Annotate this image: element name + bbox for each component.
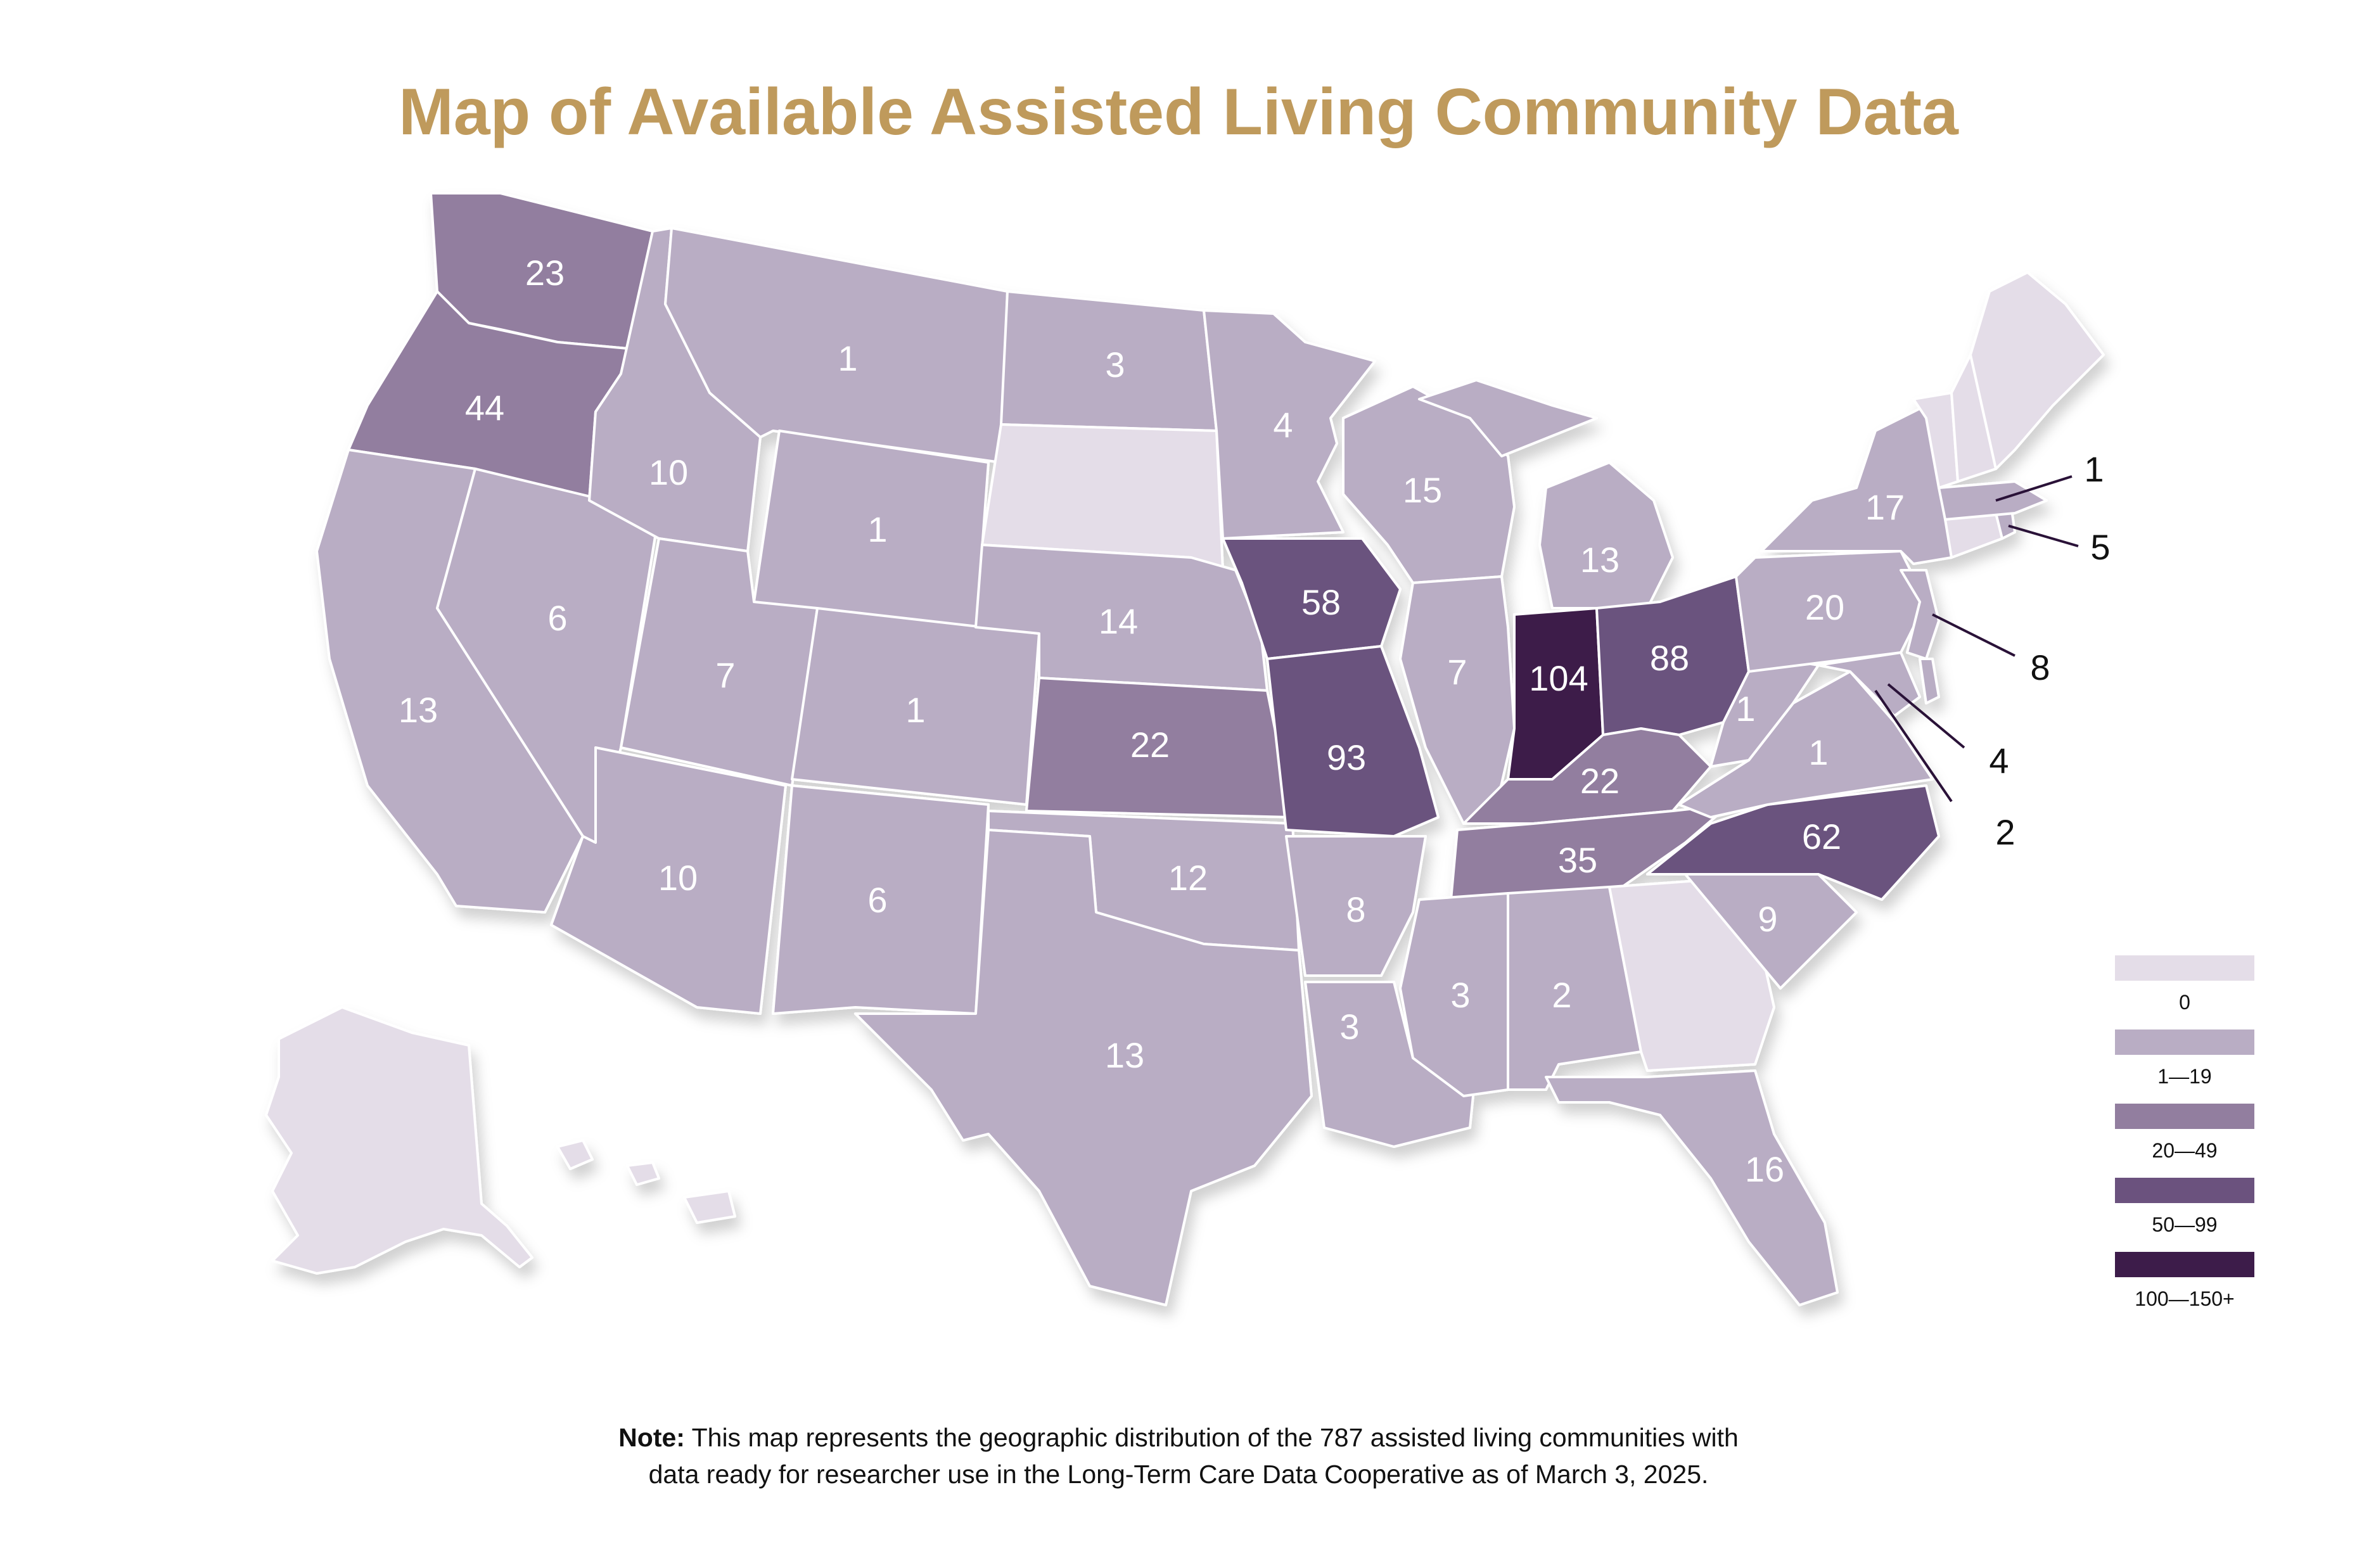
footnote-line-2: data ready for researcher use in the Lon… bbox=[648, 1460, 1709, 1489]
state-VT[interactable] bbox=[1912, 392, 1959, 489]
label-IA: 58 bbox=[1301, 582, 1341, 622]
state-FL[interactable] bbox=[1545, 1069, 1839, 1306]
state-AR[interactable] bbox=[1285, 835, 1427, 977]
label-TX: 13 bbox=[1105, 1035, 1144, 1075]
label-PA: 20 bbox=[1805, 587, 1844, 627]
label-IL: 7 bbox=[1447, 652, 1467, 692]
footnote-text: This map represents the geographic distr… bbox=[691, 1423, 1739, 1452]
label-NY: 17 bbox=[1865, 487, 1905, 527]
label-NV: 6 bbox=[547, 598, 567, 638]
legend-swatch-4 bbox=[2115, 1252, 2254, 1277]
state-NM[interactable] bbox=[772, 784, 990, 1015]
callout-line-MA bbox=[1995, 475, 2073, 502]
footnote: Note: This map represents the geographic… bbox=[0, 1419, 2357, 1493]
label-WA: 23 bbox=[525, 253, 565, 293]
state-HI-3[interactable] bbox=[683, 1190, 736, 1224]
label-OK: 12 bbox=[1168, 858, 1208, 898]
state-HI-2[interactable] bbox=[626, 1161, 660, 1186]
callout-line-NJ bbox=[1932, 613, 2015, 657]
callout-line-DE bbox=[1874, 689, 1953, 803]
callout-DE: 2 bbox=[1995, 812, 2015, 852]
state-AZ[interactable] bbox=[550, 746, 787, 1015]
label-WV: 1 bbox=[1735, 689, 1755, 729]
state-AK[interactable] bbox=[265, 1006, 533, 1275]
label-AZ: 10 bbox=[658, 858, 698, 898]
legend-label-4: 100—150+ bbox=[2135, 1287, 2235, 1310]
legend: 0 1—19 20—49 50—99 100—150+ bbox=[2115, 955, 2254, 1326]
state-NJ[interactable] bbox=[1900, 569, 1940, 660]
label-IN: 104 bbox=[1529, 658, 1588, 698]
label-ND: 3 bbox=[1105, 345, 1125, 385]
label-WI: 15 bbox=[1403, 470, 1442, 510]
label-CO: 1 bbox=[905, 690, 925, 730]
state-MA[interactable] bbox=[1938, 480, 2048, 521]
legend-label-1: 1—19 bbox=[2157, 1065, 2212, 1088]
label-MI: 13 bbox=[1580, 540, 1619, 580]
state-MI[interactable] bbox=[1538, 461, 1674, 609]
state-ME[interactable] bbox=[1969, 271, 2105, 470]
label-MN: 4 bbox=[1273, 405, 1293, 445]
label-UT: 7 bbox=[715, 655, 735, 695]
legend-item-1: 1—19 bbox=[2115, 1029, 2254, 1104]
label-MS: 3 bbox=[1450, 975, 1470, 1015]
label-NM: 6 bbox=[867, 880, 887, 920]
label-SC: 9 bbox=[1758, 899, 1777, 939]
state-MD[interactable] bbox=[1817, 651, 1921, 717]
label-KS: 22 bbox=[1130, 725, 1170, 765]
callout-MD: 4 bbox=[1989, 741, 2009, 781]
label-LA: 3 bbox=[1339, 1007, 1359, 1047]
legend-item-0: 0 bbox=[2115, 955, 2254, 1029]
label-MO: 93 bbox=[1327, 737, 1366, 777]
state-HI[interactable] bbox=[556, 1139, 594, 1170]
state-TX[interactable] bbox=[854, 829, 1313, 1306]
state-NC[interactable] bbox=[1646, 784, 1940, 901]
state-MO[interactable] bbox=[1266, 645, 1440, 838]
state-MI-UP[interactable] bbox=[1418, 379, 1598, 457]
label-TN: 35 bbox=[1558, 840, 1597, 880]
label-KY: 22 bbox=[1580, 761, 1619, 801]
label-MT: 1 bbox=[838, 338, 857, 378]
legend-swatch-0 bbox=[2115, 955, 2254, 981]
footnote-bold: Note: bbox=[618, 1423, 685, 1452]
footnote-line-1: Note: This map represents the geographic… bbox=[0, 1419, 2357, 1456]
legend-item-2: 20—49 bbox=[2115, 1104, 2254, 1178]
label-FL: 16 bbox=[1745, 1149, 1784, 1189]
state-NY[interactable] bbox=[1760, 404, 1953, 565]
callout-MA: 1 bbox=[2084, 449, 2104, 489]
label-VA: 1 bbox=[1808, 732, 1828, 772]
callout-CT: 5 bbox=[2090, 527, 2110, 567]
label-CA: 13 bbox=[399, 690, 438, 730]
label-ID: 10 bbox=[649, 452, 688, 492]
label-OH: 88 bbox=[1650, 638, 1689, 678]
callout-NJ: 8 bbox=[2030, 647, 2050, 687]
legend-swatch-2 bbox=[2115, 1104, 2254, 1129]
legend-swatch-3 bbox=[2115, 1178, 2254, 1203]
label-AL: 2 bbox=[1552, 975, 1571, 1015]
label-AR: 8 bbox=[1346, 889, 1365, 929]
label-WY: 1 bbox=[867, 509, 887, 549]
label-NE: 14 bbox=[1099, 601, 1138, 641]
label-NC: 62 bbox=[1802, 817, 1841, 857]
legend-label-0: 0 bbox=[2179, 991, 2190, 1014]
state-LA[interactable] bbox=[1304, 981, 1478, 1148]
label-OR: 44 bbox=[465, 388, 504, 428]
callout-line-MD bbox=[1887, 683, 1965, 749]
state-MN[interactable] bbox=[1203, 309, 1376, 540]
state-DE[interactable] bbox=[1919, 658, 1940, 704]
legend-swatch-1 bbox=[2115, 1029, 2254, 1055]
legend-label-2: 20—49 bbox=[2152, 1139, 2218, 1162]
callout-line-CT bbox=[2008, 525, 2079, 547]
legend-label-3: 50—99 bbox=[2152, 1213, 2218, 1236]
legend-item-3: 50—99 bbox=[2115, 1178, 2254, 1252]
page-title: Map of Available Assisted Living Communi… bbox=[399, 75, 1958, 149]
legend-item-4: 100—150+ bbox=[2115, 1252, 2254, 1326]
